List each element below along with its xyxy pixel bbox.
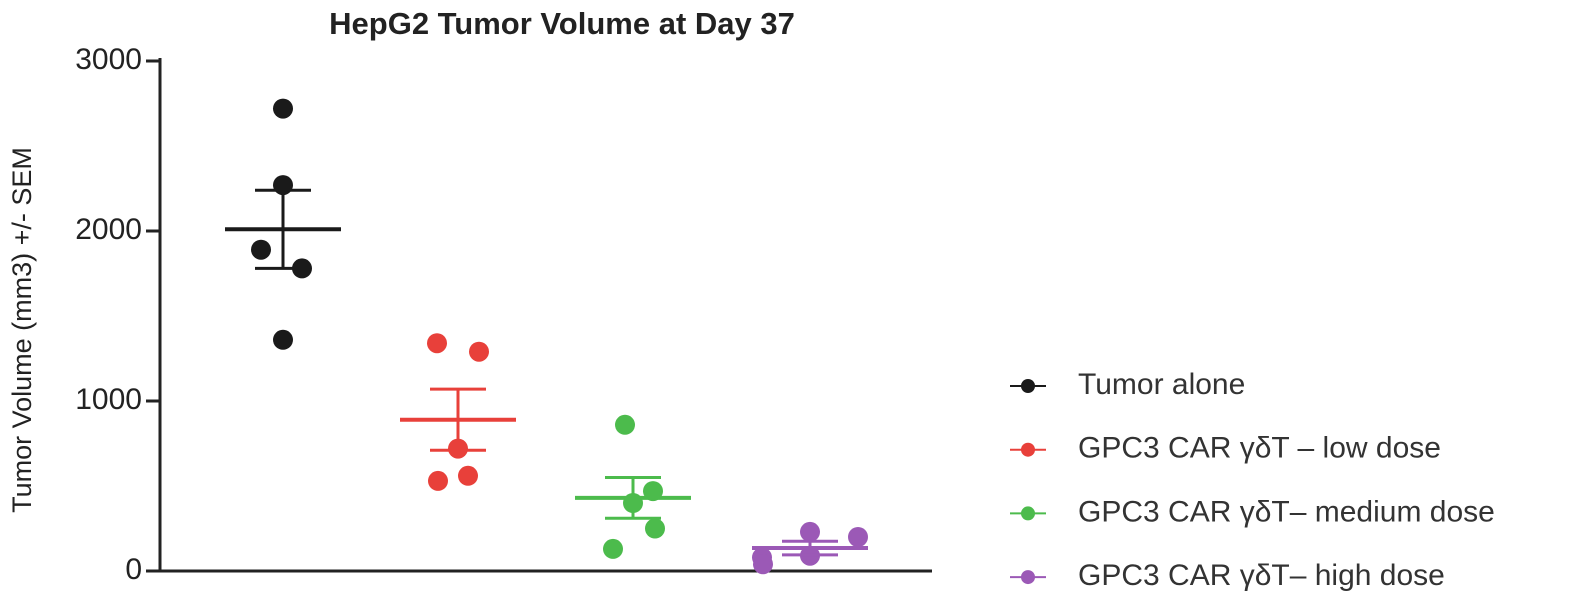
legend-marker bbox=[1021, 506, 1035, 521]
legend-label: GPC3 CAR γδT– medium dose bbox=[1078, 495, 1495, 528]
y-tick-label: 0 bbox=[125, 553, 142, 586]
y-tick-label: 3000 bbox=[75, 43, 142, 76]
data-point bbox=[273, 329, 293, 350]
data-point bbox=[645, 518, 665, 539]
data-point bbox=[458, 465, 478, 486]
y-tick-label: 2000 bbox=[75, 213, 142, 246]
chart-title: HepG2 Tumor Volume at Day 37 bbox=[329, 6, 795, 41]
legend-marker bbox=[1021, 379, 1035, 393]
data-point bbox=[251, 239, 271, 260]
y-tick-label: 1000 bbox=[75, 383, 142, 416]
data-point bbox=[848, 527, 868, 547]
data-point bbox=[603, 538, 623, 559]
data-point bbox=[427, 333, 447, 354]
data-point bbox=[428, 470, 448, 491]
data-point bbox=[469, 341, 489, 362]
data-point bbox=[615, 414, 635, 435]
y-axis-label: Tumor Volume (mm3) +/- SEM bbox=[7, 147, 37, 513]
legend-marker bbox=[1021, 442, 1035, 457]
legend-label: GPC3 CAR γδT– high dose bbox=[1078, 559, 1445, 592]
legend-label: Tumor alone bbox=[1078, 368, 1245, 401]
legend-label: GPC3 CAR γδT – low dose bbox=[1078, 432, 1441, 465]
data-point bbox=[800, 521, 820, 542]
legend-marker bbox=[1021, 570, 1035, 585]
data-point bbox=[273, 98, 293, 119]
data-point bbox=[753, 554, 773, 575]
